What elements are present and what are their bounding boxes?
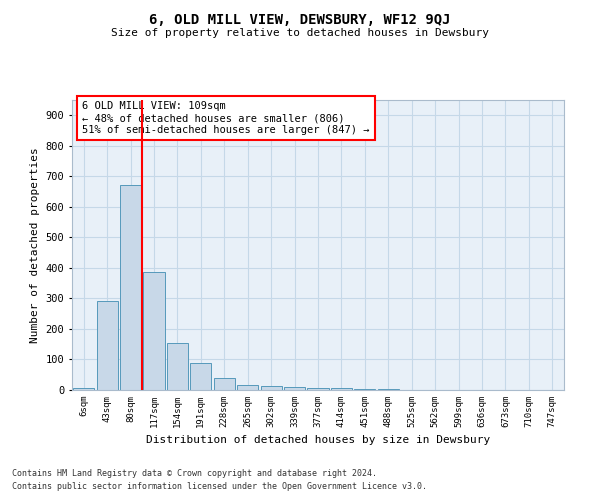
Text: Size of property relative to detached houses in Dewsbury: Size of property relative to detached ho… <box>111 28 489 38</box>
Bar <box>307 388 329 390</box>
X-axis label: Distribution of detached houses by size in Dewsbury: Distribution of detached houses by size … <box>146 436 490 446</box>
Bar <box>284 387 305 390</box>
Bar <box>190 364 211 390</box>
Bar <box>73 388 94 390</box>
Text: 6 OLD MILL VIEW: 109sqm
← 48% of detached houses are smaller (806)
51% of semi-d: 6 OLD MILL VIEW: 109sqm ← 48% of detache… <box>82 102 370 134</box>
Bar <box>260 386 281 390</box>
Bar <box>214 378 235 390</box>
Bar <box>167 344 188 390</box>
Text: 6, OLD MILL VIEW, DEWSBURY, WF12 9QJ: 6, OLD MILL VIEW, DEWSBURY, WF12 9QJ <box>149 12 451 26</box>
Y-axis label: Number of detached properties: Number of detached properties <box>30 147 40 343</box>
Bar <box>143 272 164 390</box>
Text: Contains public sector information licensed under the Open Government Licence v3: Contains public sector information licen… <box>12 482 427 491</box>
Bar <box>97 300 118 390</box>
Bar <box>237 386 258 390</box>
Bar <box>120 185 141 390</box>
Text: Contains HM Land Registry data © Crown copyright and database right 2024.: Contains HM Land Registry data © Crown c… <box>12 468 377 477</box>
Bar <box>355 389 376 390</box>
Bar <box>331 388 352 390</box>
